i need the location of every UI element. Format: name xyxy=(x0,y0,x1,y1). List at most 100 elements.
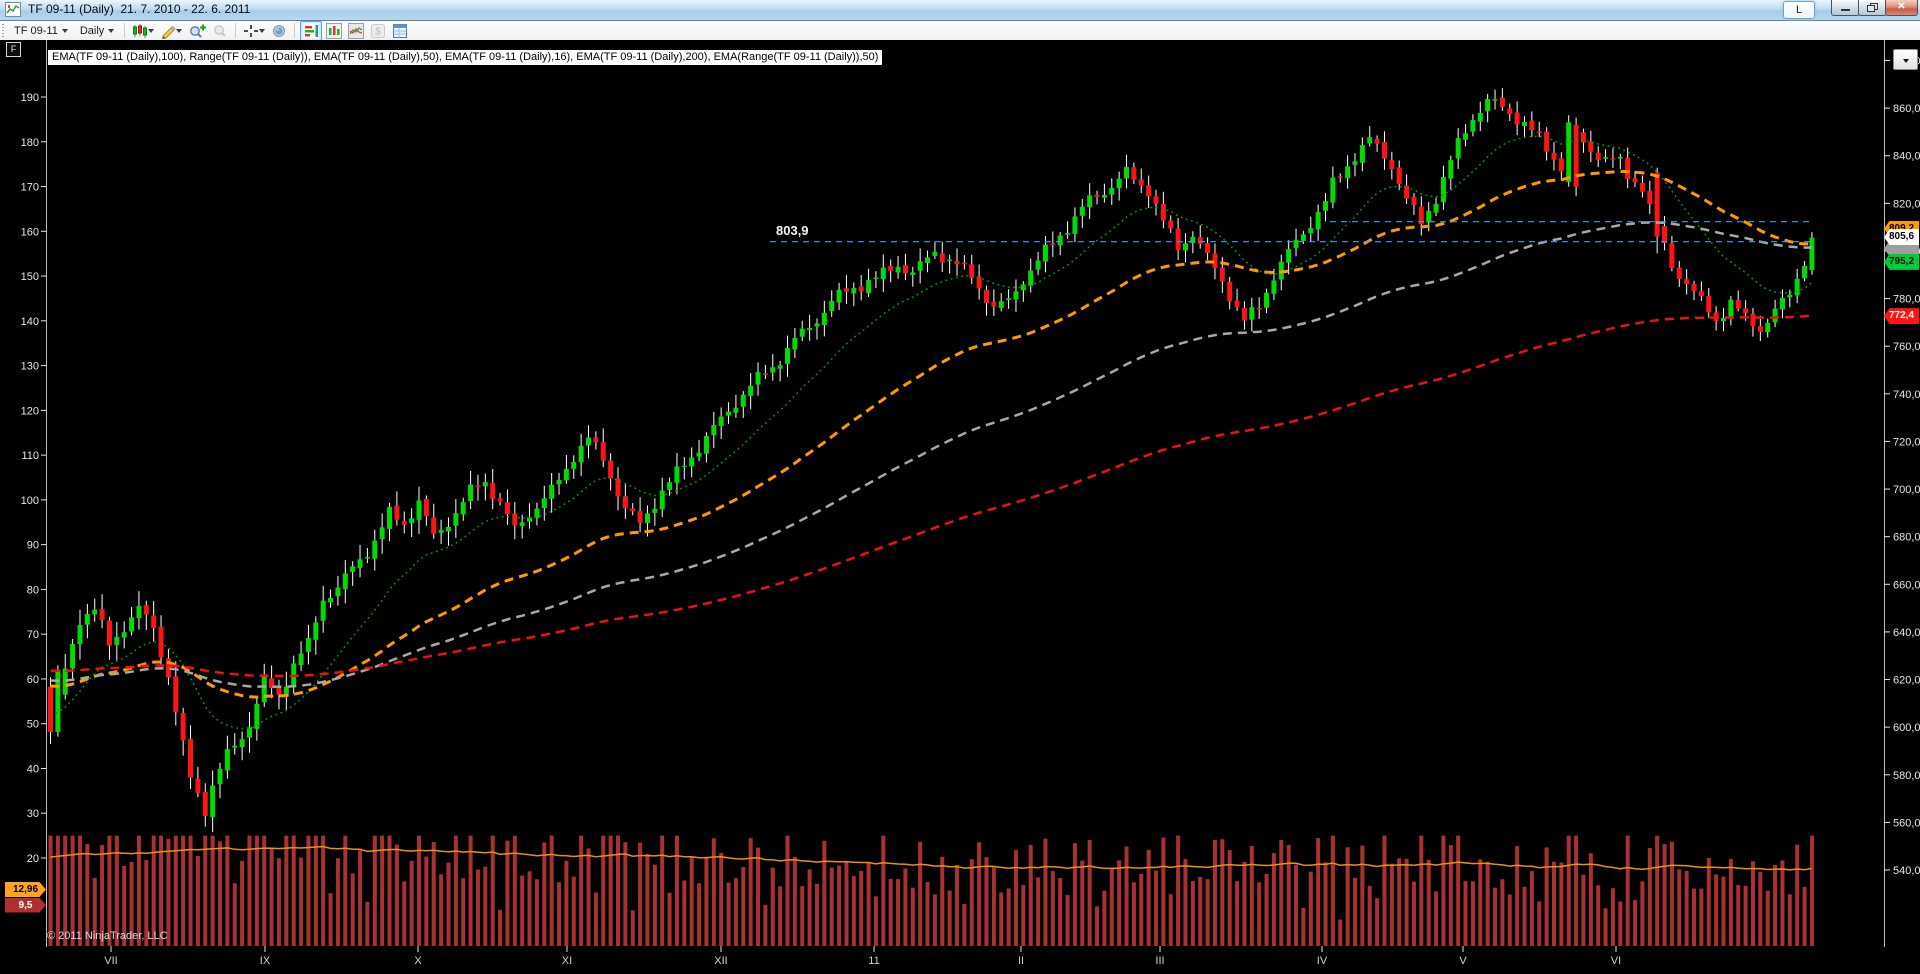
candle-up xyxy=(711,425,717,436)
range-bar xyxy=(999,892,1004,946)
candle-down xyxy=(490,483,496,500)
snap-globe-icon xyxy=(273,24,286,37)
close-button[interactable]: ✕ xyxy=(1885,0,1918,16)
candle-up xyxy=(320,600,326,621)
toolbar-grip[interactable] xyxy=(2,23,4,38)
range-bar xyxy=(1227,850,1232,946)
range-bar xyxy=(1434,891,1439,946)
candle-up xyxy=(851,288,857,294)
snap-mode-button[interactable] xyxy=(269,22,289,40)
candle-up xyxy=(1787,294,1793,298)
range-axis-label: 70 xyxy=(27,629,39,641)
candle-up xyxy=(291,663,297,686)
candle-down xyxy=(106,620,112,646)
range-bar xyxy=(1684,870,1689,946)
range-bar xyxy=(1773,865,1778,946)
range-bar xyxy=(343,835,348,946)
range-bar xyxy=(387,835,392,946)
range-bar xyxy=(785,835,790,946)
candle-down xyxy=(394,505,400,520)
range-bar xyxy=(1758,871,1763,946)
range-axis-label: 110 xyxy=(21,450,39,462)
range-bar xyxy=(660,835,665,946)
range-axis-label: 40 xyxy=(27,763,39,775)
dollar-button[interactable]: $ xyxy=(368,22,388,40)
price-axis-menu-button[interactable] xyxy=(1893,49,1918,70)
chart-style-button[interactable] xyxy=(130,22,156,40)
candle-down xyxy=(1743,308,1749,314)
link-button[interactable]: L xyxy=(1783,1,1815,19)
candle-down xyxy=(1735,299,1741,309)
candle-down xyxy=(1551,152,1557,160)
line-chart-panel-button[interactable] xyxy=(346,22,366,40)
range-bar xyxy=(136,835,141,946)
candle-down xyxy=(1168,220,1174,229)
range-bar xyxy=(1765,890,1770,946)
range-bar xyxy=(92,878,97,946)
range-axis-label: 80 xyxy=(27,584,39,596)
range-bar xyxy=(1493,887,1498,946)
zoom-in-button[interactable] xyxy=(186,22,208,40)
range-bar xyxy=(1080,860,1085,946)
instrument-selector[interactable]: TF 09-11 xyxy=(8,24,74,38)
range-bar xyxy=(240,860,245,946)
data-grid-button[interactable] xyxy=(390,22,410,40)
range-bar xyxy=(1330,835,1335,946)
candle-down xyxy=(99,609,105,620)
range-bar xyxy=(1522,886,1527,946)
price-axis-label: 700,0 xyxy=(1893,484,1920,496)
candle-up xyxy=(1087,195,1093,208)
range-bar xyxy=(1485,861,1490,946)
drawing-tools-button[interactable] xyxy=(158,22,184,40)
range-bar xyxy=(181,835,186,946)
range-bar xyxy=(1795,844,1800,946)
ema-line-16 xyxy=(50,135,1813,730)
time-axis-label: 11 xyxy=(868,955,879,967)
range-bar xyxy=(1728,858,1733,946)
range-bar xyxy=(711,838,716,946)
candle-up xyxy=(748,385,754,396)
candle-down xyxy=(1706,295,1712,313)
time-axis-label: IX xyxy=(260,955,271,967)
range-bar xyxy=(262,835,267,946)
range-bar xyxy=(1308,871,1313,946)
minimize-button[interactable] xyxy=(1831,0,1860,16)
range-bar xyxy=(1662,844,1667,946)
range-bar xyxy=(1677,869,1682,946)
interval-selector[interactable]: Daily xyxy=(74,24,120,38)
candle-up xyxy=(652,508,658,513)
zoom-in-icon xyxy=(190,24,207,38)
chart-panel-button[interactable] xyxy=(324,22,344,40)
range-bar xyxy=(225,835,230,946)
candle-down xyxy=(939,253,945,263)
ema-line-100 xyxy=(50,221,1812,688)
candle-up xyxy=(1315,212,1321,230)
range-bar xyxy=(1367,885,1372,946)
candle-up xyxy=(342,573,348,590)
range-bar xyxy=(1176,835,1181,946)
price-axis-label: 640,0 xyxy=(1893,627,1920,639)
range-bar xyxy=(1500,879,1505,946)
range-bar xyxy=(1647,848,1652,946)
candle-up xyxy=(1352,161,1358,165)
range-bar xyxy=(962,904,967,946)
candle-up xyxy=(232,745,238,748)
bars-panel-button[interactable] xyxy=(300,20,323,41)
range-bar xyxy=(365,901,370,946)
candle-down xyxy=(762,373,768,375)
candlestick-series xyxy=(48,88,1815,833)
candle-up xyxy=(409,518,415,524)
range-bar xyxy=(1294,864,1299,946)
candle-down xyxy=(1625,157,1631,180)
panel-corner-icon[interactable]: F xyxy=(6,42,21,57)
crosshair-button[interactable] xyxy=(241,22,267,40)
restore-button[interactable] xyxy=(1858,0,1887,16)
chevron-down-icon xyxy=(61,28,68,33)
range-bar xyxy=(955,865,960,946)
zoom-out-button[interactable] xyxy=(210,22,230,40)
candle-down xyxy=(1418,206,1424,225)
range-bar xyxy=(48,835,53,946)
candle-up xyxy=(571,461,577,469)
candle-up xyxy=(55,670,61,732)
